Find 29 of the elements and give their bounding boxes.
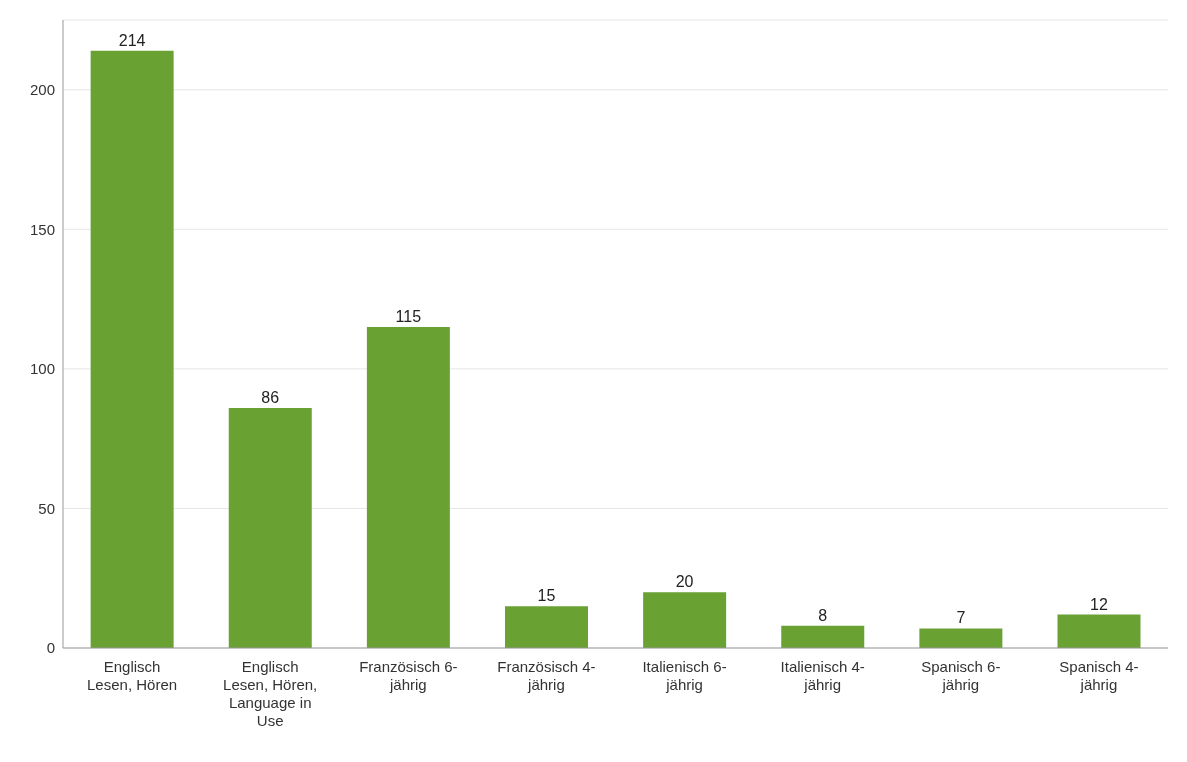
bar bbox=[228, 407, 312, 648]
y-tick-label: 150 bbox=[29, 220, 55, 238]
bar bbox=[643, 592, 727, 648]
x-tick-label: Französisch 6-jährig bbox=[359, 658, 458, 693]
x-tick-label: Englisch Lesen, Hören, Language in Use bbox=[223, 658, 318, 729]
data-label: 115 bbox=[395, 308, 422, 326]
data-label: 8 bbox=[818, 606, 828, 624]
bar bbox=[366, 327, 450, 648]
x-tick-label: Italienisch 6-jährig bbox=[642, 658, 727, 693]
data-label: 20 bbox=[675, 573, 694, 591]
bar bbox=[1057, 614, 1141, 648]
y-tick-label: 50 bbox=[38, 499, 55, 517]
bar bbox=[781, 625, 865, 648]
x-tick-label: Spanisch 6-jährig bbox=[921, 658, 1001, 693]
x-tick-label: Englisch Lesen, Hören bbox=[87, 658, 178, 693]
data-label: 214 bbox=[118, 31, 146, 49]
x-tick-label: Italienisch 4-jährig bbox=[780, 658, 865, 693]
data-label: 7 bbox=[956, 609, 966, 627]
x-tick-label: Spanisch 4-jährig bbox=[1059, 658, 1139, 693]
data-label: 15 bbox=[537, 587, 556, 605]
bar bbox=[90, 50, 174, 648]
y-tick-label: 100 bbox=[29, 360, 55, 378]
y-tick-label: 0 bbox=[46, 639, 55, 657]
bar bbox=[919, 628, 1003, 648]
data-label: 12 bbox=[1090, 595, 1108, 613]
x-tick-label: Französisch 4-jährig bbox=[497, 658, 596, 693]
data-label: 86 bbox=[261, 388, 280, 406]
y-tick-label: 200 bbox=[29, 81, 55, 99]
bar bbox=[505, 606, 588, 648]
